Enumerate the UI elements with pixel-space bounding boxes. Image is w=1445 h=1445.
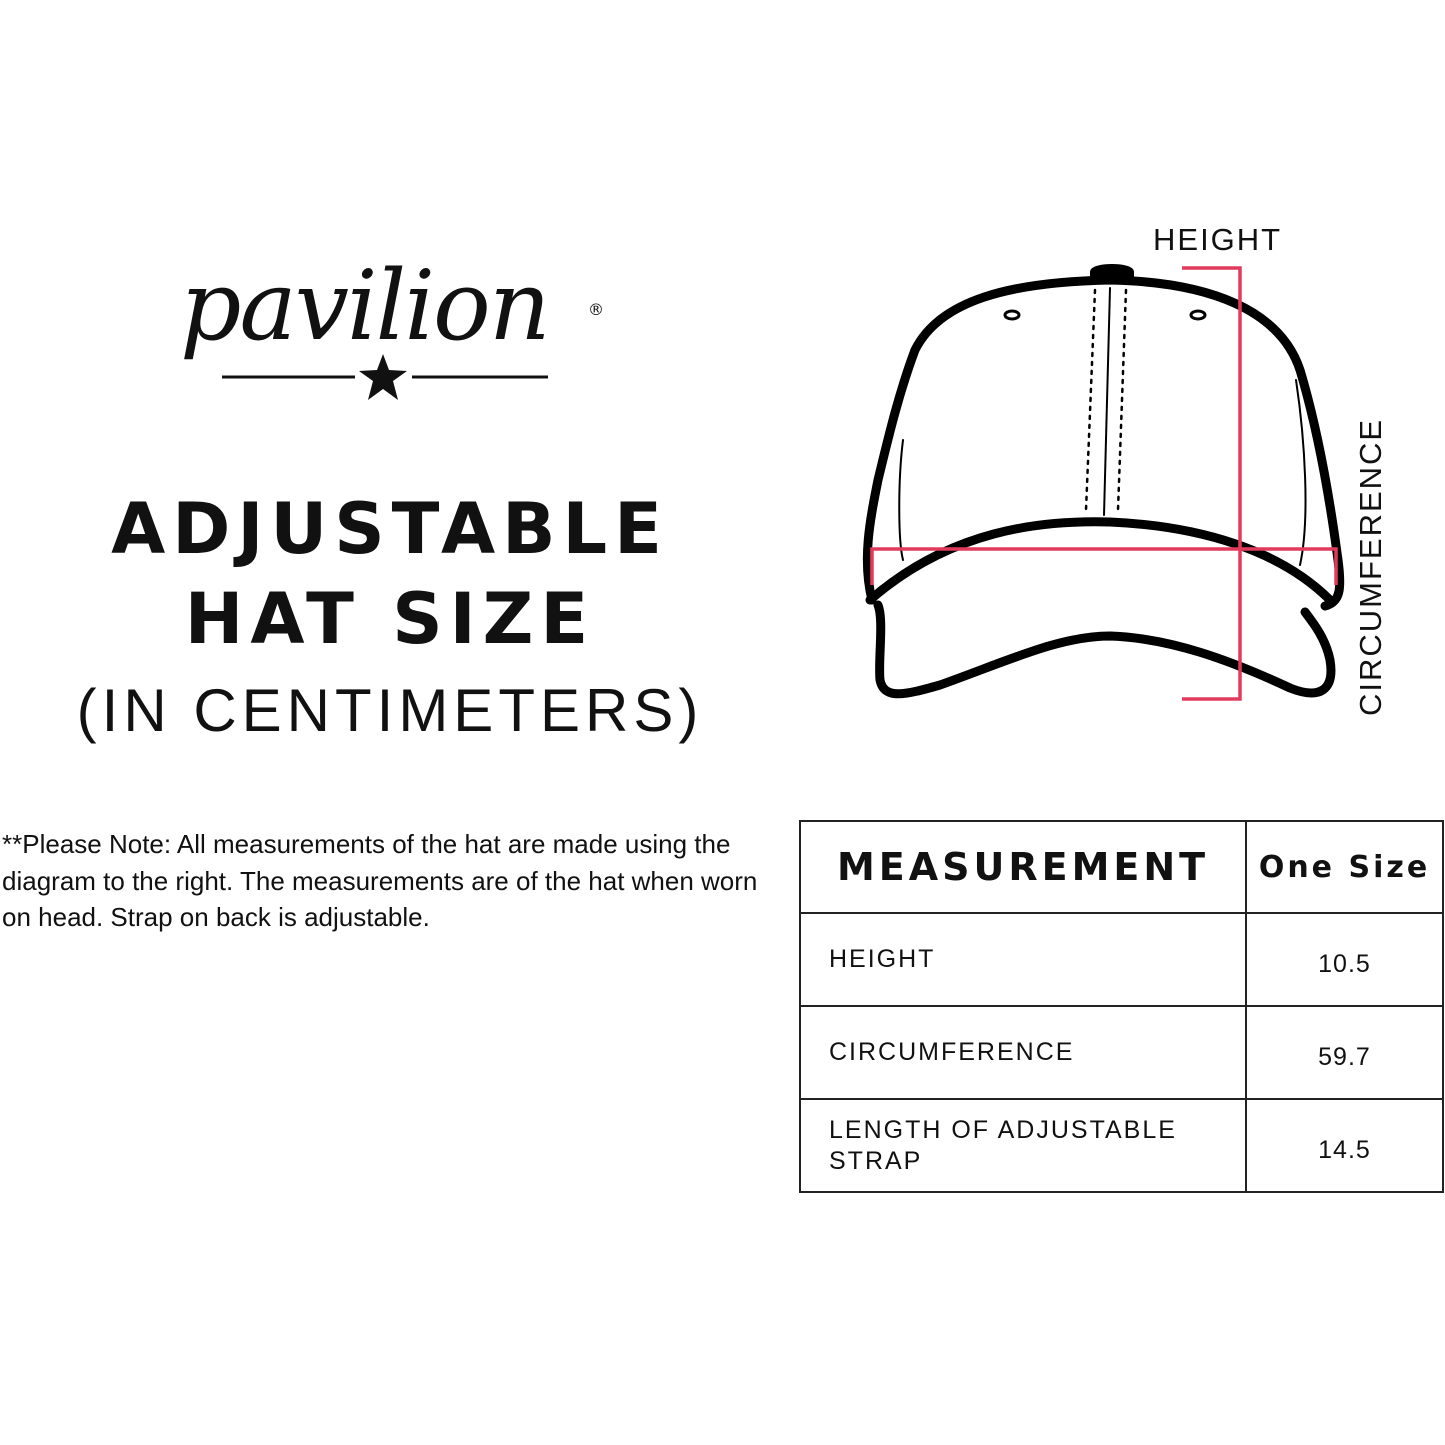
title-unit: (IN CENTIMETERS) <box>76 677 704 744</box>
table-row: LENGTH OF ADJUSTABLE STRAP 14.5 <box>799 1098 1444 1193</box>
star-icon <box>359 354 407 400</box>
size-table: MEASUREMENT One Size HEIGHT 10.5 CIRCUMF… <box>799 820 1444 1193</box>
measurement-name: LENGTH OF ADJUSTABLE STRAP <box>799 1098 1247 1193</box>
table-row: CIRCUMFERENCE 59.7 <box>799 1005 1444 1100</box>
measurement-name: HEIGHT <box>799 912 1247 1007</box>
measure-guides <box>870 266 1338 701</box>
title-line-1: ADJUSTABLE <box>111 488 669 570</box>
circumference-label: CIRCUMFERENCE <box>1353 417 1388 716</box>
height-label: HEIGHT <box>1153 222 1283 257</box>
measurement-value: 59.7 <box>1245 1005 1444 1100</box>
measurement-name: CIRCUMFERENCE <box>799 1005 1247 1100</box>
table-header-row: MEASUREMENT One Size <box>799 820 1444 914</box>
header-measurement: MEASUREMENT <box>799 820 1247 914</box>
measurement-value: 14.5 <box>1245 1098 1444 1193</box>
table-row: HEIGHT 10.5 <box>799 912 1444 1007</box>
brand-logo: pavilion <box>180 250 551 362</box>
registered-mark: ® <box>588 300 604 319</box>
header-one-size: One Size <box>1245 820 1444 914</box>
measurement-note: **Please Note: All measurements of the h… <box>2 829 758 932</box>
title-line-2: HAT SIZE <box>184 578 596 660</box>
measurement-value: 10.5 <box>1245 912 1444 1007</box>
